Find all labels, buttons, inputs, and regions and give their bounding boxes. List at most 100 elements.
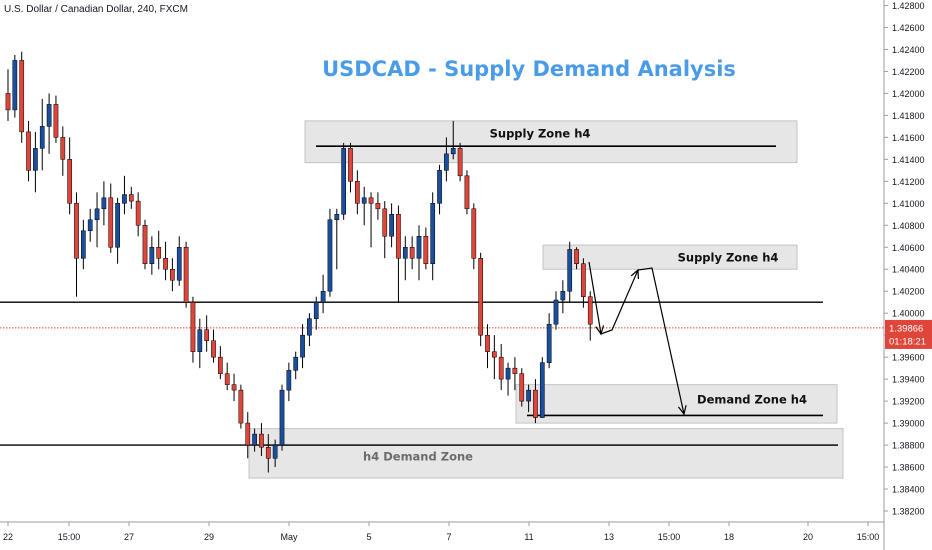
candle-body — [402, 247, 408, 259]
candle-body — [327, 219, 333, 292]
zone-label: Demand Zone h4 — [697, 392, 807, 406]
candle-body — [587, 296, 593, 325]
price-tick-label: 1.39600 — [892, 353, 925, 363]
price-tick-label: 1.41200 — [892, 177, 925, 187]
bar-countdown: 01:18:21 — [889, 336, 926, 347]
candle-body — [211, 340, 216, 358]
zone-label: h4 Demand Zone — [363, 449, 473, 463]
price-tick-label: 1.41800 — [892, 111, 925, 121]
candle-body — [190, 301, 196, 352]
candle-body — [252, 433, 257, 446]
zone-box — [304, 120, 798, 164]
candle-body — [39, 126, 45, 149]
candle-body — [12, 60, 18, 111]
candle-body — [5, 93, 11, 111]
candle-body — [94, 208, 100, 221]
candle-body — [355, 181, 360, 204]
price-tick-label: 1.38400 — [892, 485, 925, 495]
time-tick-label: 15:00 — [58, 532, 81, 542]
candle-body — [546, 323, 552, 363]
candle-body — [498, 356, 504, 380]
candle-body — [218, 356, 223, 374]
current-price-value: 1.39866 — [889, 323, 923, 334]
candle-body — [33, 148, 38, 171]
price-tick-label: 1.38600 — [892, 463, 925, 473]
candle-body — [450, 148, 456, 155]
chart-title: USDCAD - Supply Demand Analysis — [322, 57, 736, 81]
candle-body — [574, 249, 579, 264]
candle-body — [409, 247, 415, 259]
candle-body — [320, 290, 326, 303]
current-price-tag — [885, 319, 932, 349]
candle-body — [581, 263, 586, 297]
candle-body — [279, 389, 285, 446]
price-tick-label: 1.39000 — [892, 419, 925, 429]
candle-body — [149, 247, 155, 264]
candle-body — [560, 290, 566, 301]
candle-body — [348, 148, 353, 182]
candle-body — [81, 230, 86, 259]
candle-body — [115, 203, 120, 248]
candle-body — [553, 299, 559, 325]
zone-label: Supply Zone h4 — [678, 251, 779, 265]
candle-body — [286, 370, 292, 391]
candle-body — [87, 219, 93, 232]
candle-body — [512, 367, 518, 374]
candle-body — [142, 225, 148, 264]
time-tick-label: 15:00 — [857, 532, 880, 542]
candle-body — [471, 208, 477, 259]
price-tick-label: 1.42800 — [892, 1, 925, 11]
candle-body — [389, 214, 394, 237]
price-tick-label: 1.41400 — [892, 155, 925, 165]
price-tick-label: 1.40600 — [892, 243, 925, 253]
candle-body — [382, 208, 388, 237]
price-tick-label: 1.40000 — [892, 309, 925, 319]
time-tick-label: 7 — [446, 532, 451, 542]
price-tick-label: 1.41000 — [892, 199, 925, 209]
candle-body — [368, 197, 374, 204]
candle-body — [265, 447, 271, 459]
candle-body — [156, 247, 162, 259]
candle-body — [361, 197, 367, 204]
time-tick-label: 20 — [803, 532, 813, 542]
candle-body — [272, 444, 278, 459]
price-tick-label: 1.42400 — [892, 45, 925, 55]
time-tick-label: 5 — [366, 532, 371, 542]
candle-body — [67, 159, 73, 204]
candle-body — [183, 247, 189, 303]
candle-body — [245, 422, 251, 446]
candle-body — [122, 194, 127, 204]
time-tick-label: 27 — [124, 532, 134, 542]
candle-body — [539, 362, 545, 418]
symbol-header: U.S. Dollar / Canadian Dollar, 240, FXCM — [4, 4, 188, 15]
time-tick-label: 29 — [204, 532, 214, 542]
time-tick-label: 11 — [524, 532, 533, 542]
candle-body — [519, 373, 525, 402]
candle-body — [492, 351, 497, 358]
time-tick-label: 15:00 — [658, 532, 681, 542]
price-tick-label: 1.42000 — [892, 89, 925, 99]
candle-body — [259, 433, 264, 448]
price-tick-label: 1.40800 — [892, 221, 925, 231]
candle-body — [341, 148, 346, 215]
time-tick-label: 18 — [724, 532, 734, 542]
arrow-head-down — [595, 325, 605, 336]
candle-body — [375, 203, 381, 210]
candle-body — [533, 389, 538, 418]
candle-body — [334, 214, 340, 221]
time-tick-label: 22 — [3, 532, 13, 542]
candle-body — [293, 356, 299, 371]
projection-path — [588, 261, 685, 415]
candle-body — [238, 389, 244, 424]
candle-body — [224, 373, 230, 385]
price-tick-label: 1.42200 — [892, 67, 925, 77]
price-tick-label: 1.40200 — [892, 287, 925, 297]
candle-body — [313, 301, 319, 319]
price-tick-label: 1.41600 — [892, 133, 925, 143]
price-tick-label: 1.40400 — [892, 265, 925, 275]
candle-body — [163, 258, 168, 270]
candle-body — [505, 367, 511, 380]
candle-body — [46, 104, 52, 127]
candle-body — [204, 329, 210, 341]
